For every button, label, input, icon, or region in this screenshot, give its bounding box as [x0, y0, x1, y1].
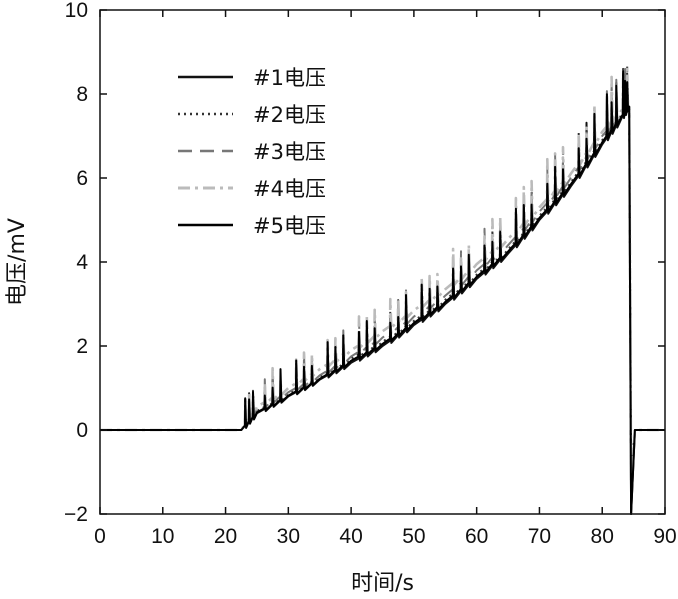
y-tick-label: −2 [64, 503, 88, 526]
y-tick-label: 8 [76, 83, 88, 106]
legend-label-5: #5电压 [253, 214, 326, 238]
y-tick-label: 10 [65, 0, 88, 22]
y-tick-label: 6 [76, 167, 88, 190]
legend: #1电压 #2电压 #3电压 #4电压 #5电压 [178, 66, 326, 238]
legend-label-1: #1电压 [253, 66, 326, 90]
legend-label-3: #3电压 [253, 140, 326, 164]
series-line-4 [100, 67, 665, 482]
plot-frame [99, 9, 666, 515]
x-axis-title: 时间/s [351, 571, 414, 596]
y-tick-label: 4 [76, 251, 88, 274]
x-tick-label: 40 [339, 525, 362, 548]
legend-label-4: #4电压 [253, 177, 326, 201]
x-tick-label: 80 [591, 525, 614, 548]
x-tick-label: 50 [402, 525, 425, 548]
y-axis-title: 电压/mV [5, 218, 30, 306]
axes: 0 10 20 30 40 50 60 70 80 90 −2 0 2 4 6 8 10 [64, 0, 677, 548]
y-tick-label: 0 [76, 419, 88, 442]
legend-label-2: #2电压 [253, 103, 326, 127]
x-tick-label: 60 [465, 525, 488, 548]
x-tick-label: 90 [653, 525, 676, 548]
x-tick-label: 20 [214, 525, 237, 548]
series-line-1 [100, 73, 665, 515]
x-tick-label: 10 [151, 525, 174, 548]
series-line-2 [100, 65, 665, 473]
x-tick-label: 70 [528, 525, 551, 548]
x-tick-label: 30 [277, 525, 300, 548]
x-tick-label: 0 [94, 525, 106, 548]
y-tick-label: 2 [76, 335, 88, 358]
plot-area [100, 65, 665, 515]
series-line-5 [100, 70, 665, 515]
